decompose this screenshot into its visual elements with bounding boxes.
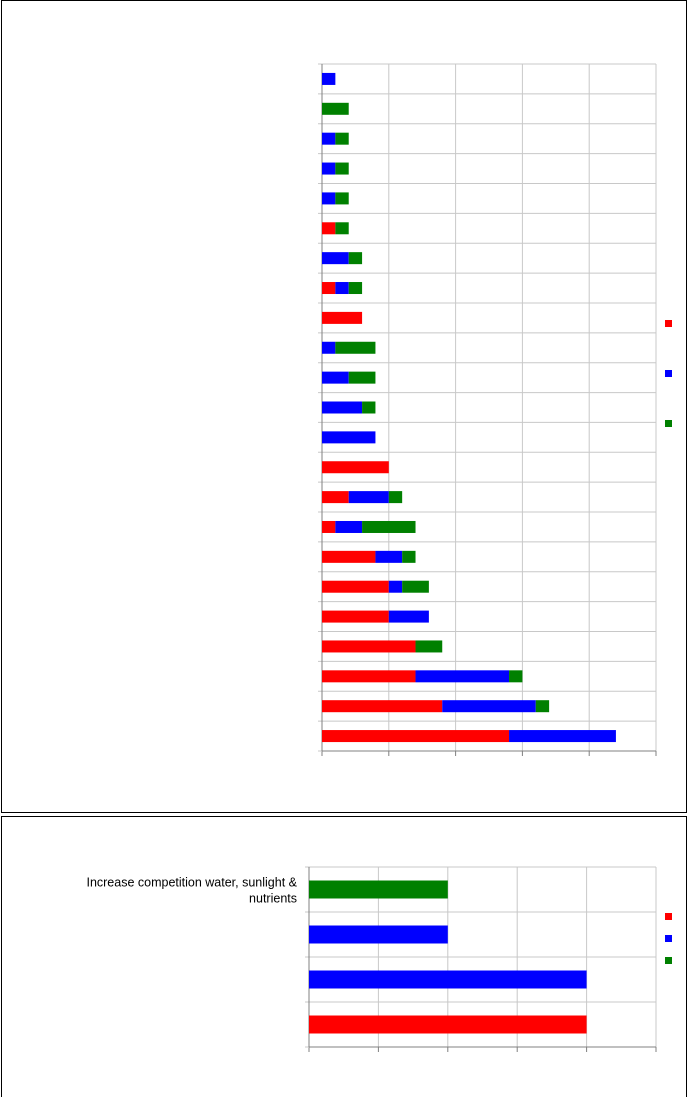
category-label-line: nutrients: [249, 892, 297, 906]
category-label: Increase competition water, sunlight & nu…: [86, 876, 297, 906]
bar-M: [322, 132, 336, 145]
bar-L: [335, 222, 349, 235]
bar-H: [322, 700, 443, 713]
bar-L: [402, 580, 429, 593]
bar-M: [322, 431, 376, 444]
bar-H: [322, 461, 389, 474]
bar-H: [322, 640, 416, 653]
bar-M: [388, 580, 403, 593]
bar-M: [322, 72, 336, 85]
bar-M: [322, 401, 363, 414]
bar-M: [442, 700, 536, 713]
bar-L: [509, 670, 523, 683]
bar-M: [415, 670, 510, 683]
bar-H: [322, 282, 336, 295]
legend-swatch-H: [665, 320, 672, 327]
disadvantages-chart-panel: Increase competition water, sunlight & nu…: [1, 816, 687, 1097]
bar-L: [348, 371, 376, 384]
bar-H: [309, 1015, 587, 1034]
bar-M: [509, 730, 616, 743]
bar-M: [322, 371, 349, 384]
bar-H: [322, 550, 376, 563]
bar-L: [362, 401, 376, 414]
disadvantages-chart: Increase competition water, sunlight & nu…: [86, 866, 672, 1052]
bar-M: [309, 925, 448, 944]
benefits-chart: [318, 63, 672, 756]
bar-H: [322, 491, 349, 504]
bar-M: [348, 491, 389, 504]
bar-H: [322, 670, 416, 683]
bar-M: [388, 610, 429, 623]
bar-L: [335, 341, 376, 354]
bar-L: [309, 880, 448, 899]
bar-M: [309, 970, 587, 989]
legend-swatch-L: [665, 957, 672, 964]
legend-swatch-M: [665, 370, 672, 377]
bar-M: [335, 520, 363, 533]
bar-M: [322, 192, 336, 205]
bar-M: [322, 162, 336, 175]
legend-swatch-M: [665, 935, 672, 942]
bar-L: [348, 282, 363, 295]
bar-M: [322, 341, 336, 354]
category-label-line: Increase competition water, sunlight &: [86, 876, 297, 890]
legend-swatch-L: [665, 420, 672, 427]
bar-L: [415, 640, 443, 653]
bar-L: [335, 162, 349, 175]
bar-M: [335, 282, 349, 295]
bar-L: [388, 491, 403, 504]
bar-M: [375, 550, 403, 563]
bar-H: [322, 222, 336, 235]
legend-swatch-H: [665, 913, 672, 920]
bar-L: [402, 550, 416, 563]
bar-L: [322, 102, 349, 115]
bar-L: [348, 252, 363, 265]
bar-L: [535, 700, 550, 713]
bar-L: [362, 520, 416, 533]
bar-L: [335, 132, 349, 145]
bar-H: [322, 311, 363, 324]
bar-M: [322, 252, 349, 265]
bar-H: [322, 580, 389, 593]
bar-H: [322, 730, 510, 743]
bar-H: [322, 610, 389, 623]
bar-L: [335, 192, 349, 205]
benefits-chart-panel: [1, 0, 687, 813]
bar-H: [322, 520, 336, 533]
